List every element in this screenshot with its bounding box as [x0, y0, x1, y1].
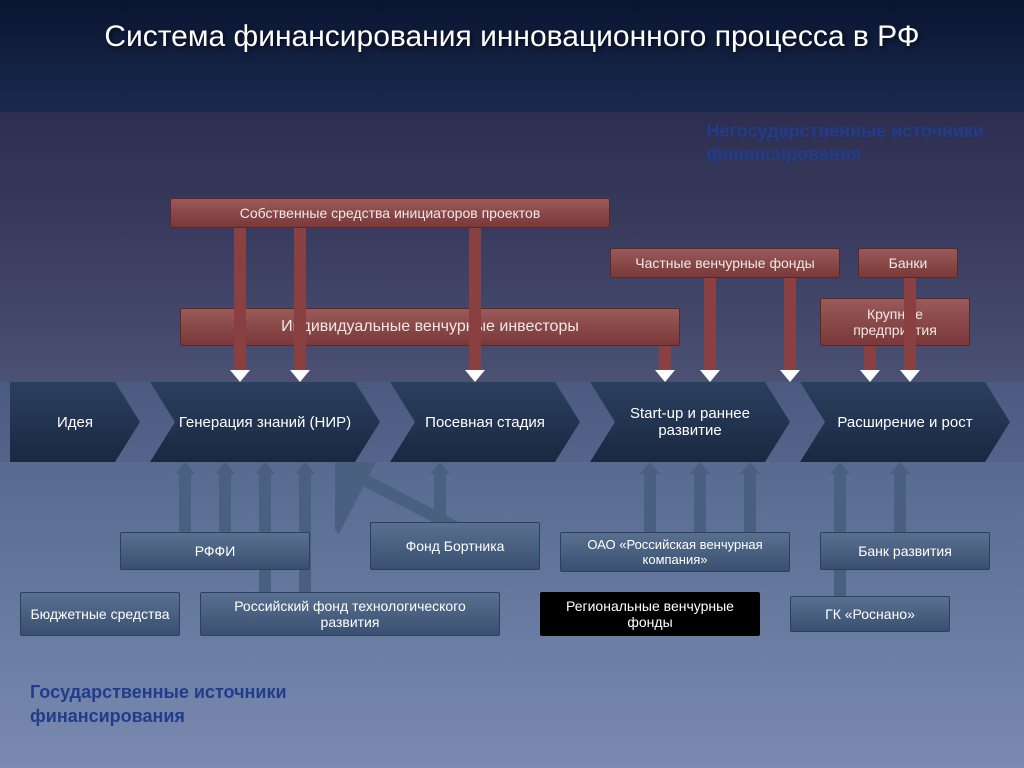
stage-seed-label: Посевная стадия [405, 414, 565, 431]
gov-band [0, 462, 1024, 712]
box-rosnano: ГК «Роснано» [790, 596, 950, 632]
stage-expansion: Расширение и рост [800, 382, 1010, 462]
stage-seed: Посевная стадия [390, 382, 580, 462]
box-rvc: ОАО «Российская венчурная компания» [560, 532, 790, 572]
arrow-vc-to-startup [700, 278, 720, 382]
box-own-funds: Собственные средства инициаторов проекто… [170, 198, 610, 228]
box-banks: Банки [858, 248, 958, 278]
box-budget: Бюджетные средства [20, 592, 180, 636]
nongov-line1: Негосударственные источники [707, 121, 985, 141]
stage-idea: Идея [10, 382, 140, 462]
arrow-large-to-exp [860, 346, 880, 382]
arrow-inv-to-startup [655, 346, 675, 382]
stage-idea-label: Идея [37, 414, 113, 431]
arrow-banks-to-exp [900, 278, 920, 382]
stage-startup: Start-up и раннее развитие [590, 382, 790, 462]
arrow-own-to-gen-2 [290, 228, 310, 382]
stage-startup-label: Start-up и раннее развитие [590, 405, 790, 439]
box-bortnik: Фонд Бортника [370, 522, 540, 570]
stage-expansion-label: Расширение и рост [817, 414, 992, 431]
arrow-vc-to-exp [780, 278, 800, 382]
page-title: Система финансирования инновационного пр… [0, 0, 1024, 64]
box-individual-investors: Индивидуальные венчурные инвесторы [180, 308, 680, 346]
arrow-own-to-gen-1 [230, 228, 250, 382]
gov-section-label: Государственные источники финансирования [30, 681, 287, 728]
stage-generation-label: Генерация знаний (НИР) [159, 414, 371, 431]
box-rffi: РФФИ [120, 532, 310, 570]
box-private-vc: Частные венчурные фонды [610, 248, 840, 278]
box-tech-fund: Российский фонд технологического развити… [200, 592, 500, 636]
box-dev-bank: Банк развития [820, 532, 990, 570]
stage-generation: Генерация знаний (НИР) [150, 382, 380, 462]
nongov-line2: финансирования [707, 144, 862, 164]
box-large-enterprises: Крупные предприятия [820, 298, 970, 346]
gov-line1: Государственные источники [30, 682, 287, 702]
nongov-section-label: Негосударственные источники финансирован… [707, 120, 985, 167]
gov-line2: финансирования [30, 706, 185, 726]
box-regional-vc: Региональные венчурные фонды [540, 592, 760, 636]
arrow-own-to-seed [465, 228, 485, 382]
